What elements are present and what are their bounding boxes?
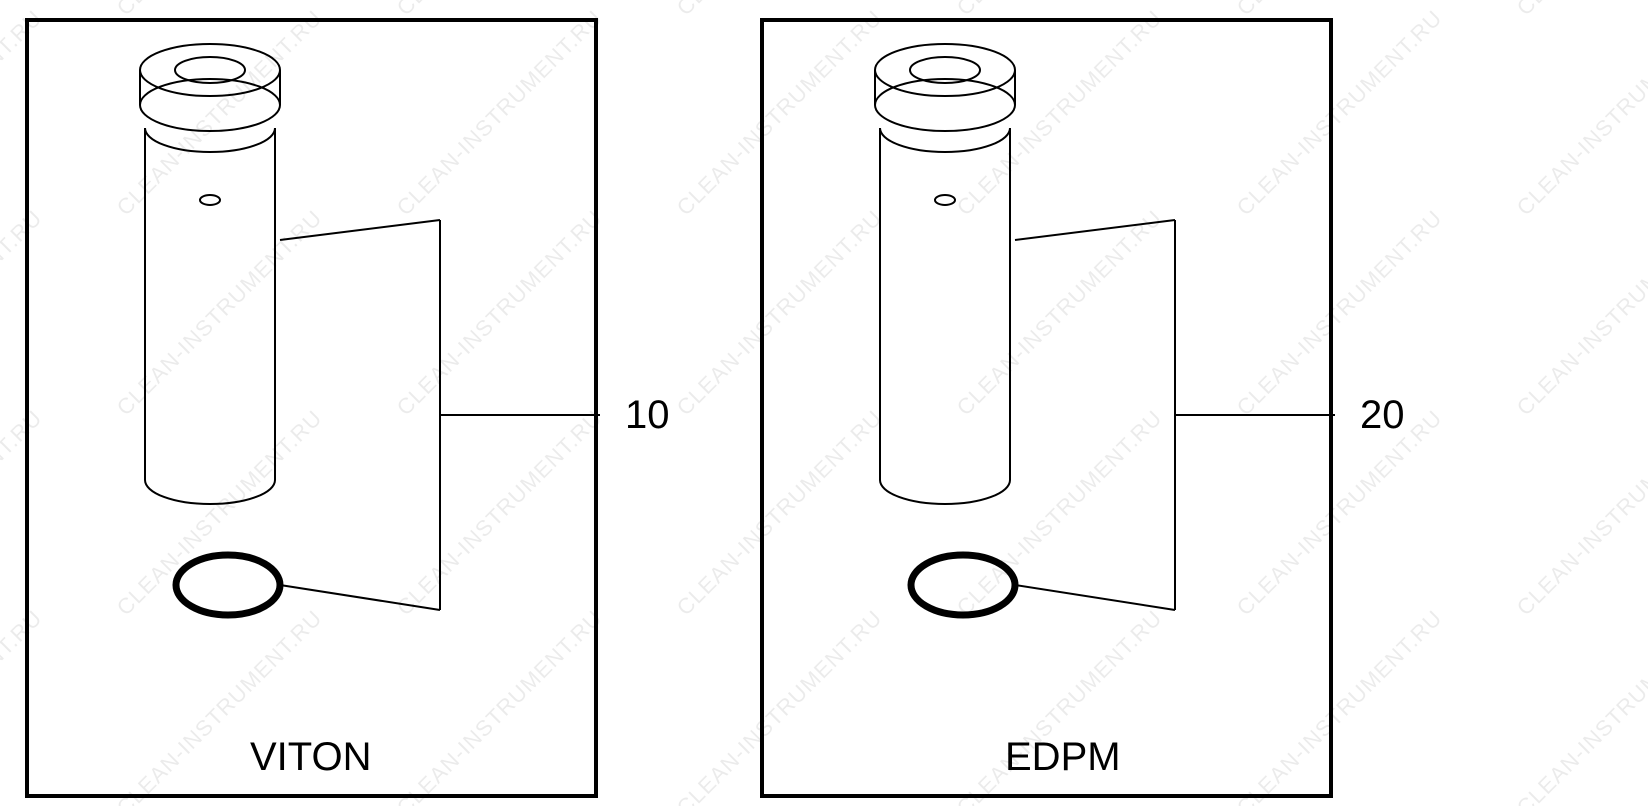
caption-viton: VITON (250, 735, 372, 780)
callout-edpm (1015, 220, 1335, 610)
oring-viton (176, 555, 280, 615)
caption-edpm: EDPM (1005, 735, 1121, 780)
callout-viton (280, 220, 600, 610)
cylinder-viton (140, 44, 280, 504)
oring-edpm (911, 555, 1015, 615)
cylinder-edpm (875, 44, 1015, 504)
callout-number-viton: 10 (625, 393, 670, 438)
callout-number-edpm: 20 (1360, 393, 1405, 438)
